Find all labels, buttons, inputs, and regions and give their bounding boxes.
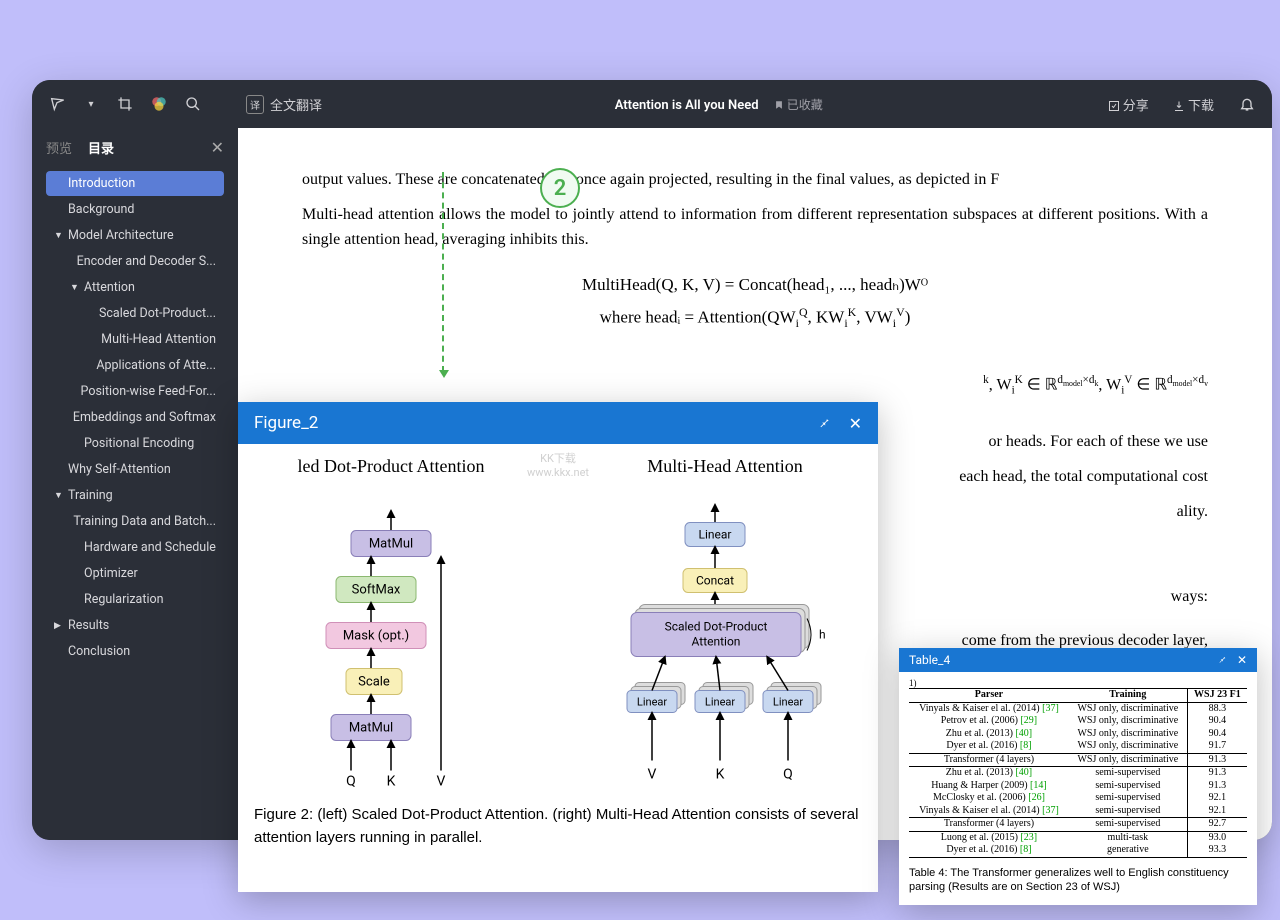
translate-badge-icon: 译	[246, 95, 264, 114]
pin-icon[interactable]	[817, 414, 831, 433]
svg-text:Q: Q	[346, 774, 356, 790]
multi-head-diagram: Linear Concat Scaled Dot-Product Attenti…	[595, 485, 855, 796]
table-body: 1) ParserTrainingWSJ 23 F1Vinyals & Kais…	[899, 672, 1257, 905]
tab-toc[interactable]: 目录	[88, 138, 114, 157]
svg-text:h: h	[819, 628, 826, 642]
share-button[interactable]: 分享	[1108, 95, 1149, 114]
formula-line: MultiHead(Q, K, V) = Concat(head₁, ..., …	[302, 272, 1208, 298]
svg-text:SoftMax: SoftMax	[352, 583, 401, 598]
color-circles-icon[interactable]	[150, 95, 168, 113]
translate-button[interactable]: 译 全文翻译	[238, 91, 330, 118]
tab-preview[interactable]: 预览	[46, 138, 72, 157]
toc-item[interactable]: Position-wise Feed-For...	[46, 379, 224, 404]
formula-tail: k, WiK ∈ ℝdmodel×dk, WiV ∈ ℝdmodel×dv	[302, 372, 1208, 400]
table-caption: Table 4: The Transformer generalizes wel…	[909, 866, 1247, 896]
table-row: Huang & Harper (2009) [14]semi-supervise…	[909, 780, 1247, 793]
crop-icon[interactable]	[116, 95, 134, 113]
table-row: Vinyals & Kaiser el al. (2014) [37]semi-…	[909, 805, 1247, 818]
table-row: McClosky et al. (2006) [26]semi-supervis…	[909, 792, 1247, 805]
formula-line: where headᵢ = Attention(QWiQ, KWiK, VWiV…	[302, 303, 1208, 333]
svg-text:Attention: Attention	[692, 635, 741, 649]
table-row: Petrov et al. (2006) [29]WSJ only, discr…	[909, 715, 1247, 728]
toc-item[interactable]: Introduction	[46, 171, 224, 196]
diagram-left: led Dot-Product Attention MatMul SoftMax…	[254, 456, 528, 796]
scaled-dot-product-diagram: MatMul SoftMax Mask (opt.) Scale MatMul	[296, 485, 486, 796]
table-row: Zhu et al. (2013) [40]semi-supervised91.…	[909, 767, 1247, 780]
toc-list: IntroductionBackground▼Model Architectur…	[32, 167, 238, 840]
toc-item[interactable]: Positional Encoding	[46, 431, 224, 456]
sidebar-header: 预览 目录 ✕	[32, 128, 238, 167]
svg-text:K: K	[716, 767, 725, 783]
results-table: ParserTrainingWSJ 23 F1Vinyals & Kaiser …	[909, 688, 1247, 858]
figure-caption: Figure 2: (left) Scaled Dot-Product Atte…	[254, 804, 862, 849]
toc-item[interactable]: ▼Attention	[46, 275, 224, 300]
toc-item[interactable]: Background	[46, 197, 224, 222]
figure-window-header[interactable]: Figure_2 ✕	[238, 402, 878, 444]
bookmark-button[interactable]: 已收藏	[774, 98, 823, 112]
toc-item[interactable]: Encoder and Decoder S...	[46, 249, 224, 274]
search-icon[interactable]	[184, 95, 202, 113]
table-row: Transformer (4 layers)semi-supervised92.…	[909, 818, 1247, 832]
toc-item[interactable]: Embeddings and Softmax	[46, 405, 224, 430]
anchor-icon[interactable]	[48, 95, 66, 113]
close-icon[interactable]: ✕	[849, 414, 862, 433]
diagram-title: Multi-Head Attention	[647, 456, 802, 477]
svg-text:Q: Q	[783, 767, 793, 783]
download-button[interactable]: 下载	[1173, 95, 1214, 114]
table-row: Vinyals & Kaiser el al. (2014) [37]WSJ o…	[909, 702, 1247, 715]
table-window-header[interactable]: Table_4 ✕	[899, 648, 1257, 672]
svg-text:V: V	[648, 767, 657, 783]
table-window-title: Table_4	[909, 653, 1207, 667]
toc-item[interactable]: Multi-Head Attention	[46, 327, 224, 352]
svg-text:Linear: Linear	[699, 528, 732, 542]
table-row: Dyer et al. (2016) [8]generative93.3	[909, 844, 1247, 857]
figure-popup-window: Figure_2 ✕ KK下载www.kkx.net led Dot-Produ…	[238, 402, 878, 892]
toc-item[interactable]: Optimizer	[46, 561, 224, 586]
toc-item[interactable]: Hardware and Schedule	[46, 535, 224, 560]
toc-item[interactable]: Applications of Atte...	[46, 353, 224, 378]
paragraph-text: Multi-head attention allows the model to…	[302, 203, 1208, 253]
toolbar: ▾ 译 全文翻译 Attention is All you Need 已收藏 分…	[32, 80, 1272, 128]
svg-text:Linear: Linear	[773, 696, 803, 709]
table-row: Transformer (4 layers)WSJ only, discrimi…	[909, 753, 1247, 767]
svg-text:Scale: Scale	[358, 675, 390, 690]
toc-item[interactable]: Regularization	[46, 587, 224, 612]
svg-text:Linear: Linear	[705, 696, 735, 709]
table-popup-window: Table_4 ✕ 1) ParserTrainingWSJ 23 F1Viny…	[899, 648, 1257, 905]
sidebar-close-icon[interactable]: ✕	[211, 138, 224, 157]
diagram-title: led Dot-Product Attention	[298, 456, 485, 477]
figure-window-title: Figure_2	[254, 413, 799, 433]
svg-text:MatMul: MatMul	[369, 537, 413, 552]
annotation-marker[interactable]: 2	[540, 168, 580, 208]
figure-body: KK下载www.kkx.net led Dot-Product Attentio…	[238, 444, 878, 892]
toc-item[interactable]: ▼Training	[46, 483, 224, 508]
table-row: Luong et al. (2015) [23]multi-task93.0	[909, 831, 1247, 844]
toc-item[interactable]: ▼Model Architecture	[46, 223, 224, 248]
sidebar: 预览 目录 ✕ IntroductionBackground▼Model Arc…	[32, 128, 238, 840]
pin-icon[interactable]	[1217, 653, 1227, 667]
svg-text:Mask (opt.): Mask (opt.)	[343, 629, 409, 644]
toc-item[interactable]: Why Self-Attention	[46, 457, 224, 482]
annotation-arrow	[442, 172, 444, 372]
svg-text:V: V	[437, 774, 446, 790]
table-row: Zhu et al. (2013) [40]WSJ only, discrimi…	[909, 728, 1247, 741]
svg-text:K: K	[387, 774, 396, 790]
svg-text:Concat: Concat	[696, 574, 734, 588]
toc-item[interactable]: Training Data and Batch...	[46, 509, 224, 534]
paragraph-text: output values. These are concatenated an…	[302, 171, 999, 188]
translate-label: 全文翻译	[270, 95, 322, 114]
diagram-right: Multi-Head Attention Linear Concat Scale…	[588, 456, 862, 796]
close-icon[interactable]: ✕	[1237, 653, 1247, 667]
bell-icon[interactable]	[1238, 95, 1256, 113]
toc-item[interactable]: Conclusion	[46, 639, 224, 664]
svg-text:Linear: Linear	[637, 696, 667, 709]
toc-item[interactable]: Scaled Dot-Product...	[46, 301, 224, 326]
table-row: Dyer et al. (2016) [8]WSJ only, discrimi…	[909, 740, 1247, 753]
document-title: Attention is All you Need	[615, 98, 759, 113]
chevron-down-icon[interactable]: ▾	[82, 95, 100, 113]
svg-text:MatMul: MatMul	[349, 721, 393, 736]
toc-item[interactable]: ▶Results	[46, 613, 224, 638]
formula-block: MultiHead(Q, K, V) = Concat(head₁, ..., …	[302, 272, 1208, 332]
svg-text:Scaled Dot-Product: Scaled Dot-Product	[665, 620, 768, 634]
